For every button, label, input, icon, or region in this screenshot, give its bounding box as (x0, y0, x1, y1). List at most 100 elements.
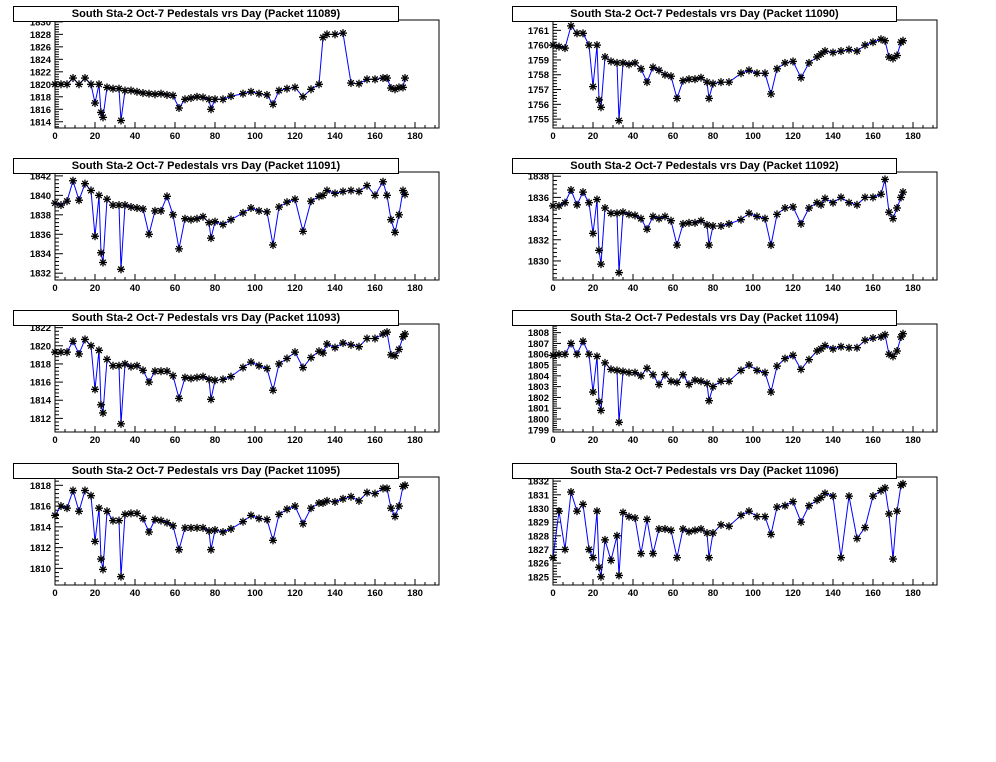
x-tick-label: 20 (90, 283, 101, 294)
data-point-marker (95, 191, 103, 200)
asterisk-stroke (619, 208, 627, 216)
data-point-marker (643, 515, 651, 524)
asterisk-stroke (315, 81, 323, 88)
asterisk-stroke (561, 546, 569, 553)
y-tick-label: 1802 (528, 393, 549, 404)
data-point-marker (649, 370, 657, 379)
y-tick-label: 1820 (30, 341, 51, 352)
panel-5: 0 20 40 60 80 100 120 140 160 180 1812 1814 1816 1818… (30, 323, 440, 446)
data-point-marker (821, 194, 829, 203)
data-point-marker (63, 80, 71, 89)
panel-title-11094: South Sta-2 Oct-7 Pedestals vrs Day (Pac… (512, 310, 897, 326)
data-point-marker (615, 116, 623, 125)
data-point-marker (219, 375, 227, 384)
data-point-marker (705, 94, 713, 103)
asterisk-stroke (829, 49, 837, 56)
asterisk-stroke (99, 114, 107, 121)
data-point-marker (753, 69, 761, 78)
data-point-marker (63, 197, 71, 206)
asterisk-stroke (869, 194, 877, 201)
asterisk-stroke (861, 336, 869, 344)
asterisk-stroke (789, 498, 797, 505)
asterisk-stroke (607, 557, 615, 564)
asterisk-stroke (181, 374, 189, 381)
asterisk-stroke (661, 371, 669, 379)
asterisk-stroke (275, 511, 283, 518)
asterisk-stroke (601, 53, 609, 61)
asterisk-stroke (211, 96, 219, 103)
data-point-marker (81, 335, 89, 344)
asterisk-stroke (679, 77, 687, 84)
data-point-marker (355, 187, 363, 196)
x-tick-label: 100 (247, 131, 263, 142)
asterisk-stroke (307, 86, 315, 93)
asterisk-stroke (593, 41, 601, 49)
x-tick-label: 60 (668, 131, 679, 142)
data-point-marker (619, 58, 627, 67)
data-point-marker (619, 367, 627, 376)
asterisk-stroke (399, 84, 407, 91)
asterisk-stroke (193, 93, 201, 101)
x-tick-label: 80 (708, 588, 719, 599)
x-tick-label: 180 (905, 131, 921, 142)
asterisk-stroke (69, 177, 77, 185)
asterisk-stroke (145, 90, 153, 97)
data-point-marker (175, 244, 183, 253)
data-point-marker (283, 198, 291, 207)
x-tick-label: 100 (745, 131, 761, 142)
x-tick-label: 120 (785, 588, 801, 599)
data-point-marker (805, 501, 813, 510)
data-point-marker (691, 526, 699, 535)
asterisk-stroke (781, 502, 789, 509)
asterisk-stroke (91, 386, 99, 393)
asterisk-stroke (371, 76, 379, 83)
asterisk-stroke (845, 492, 853, 500)
data-point-marker (263, 207, 271, 216)
asterisk-stroke (157, 90, 165, 97)
asterisk-stroke (57, 348, 65, 356)
x-tick-label: 0 (550, 588, 555, 599)
data-point-marker (697, 73, 705, 82)
data-point-marker (133, 87, 141, 96)
asterisk-stroke (667, 72, 675, 80)
asterisk-stroke (705, 397, 713, 404)
data-point-marker (585, 350, 593, 359)
asterisk-stroke (649, 64, 657, 71)
data-point-marker (121, 201, 129, 210)
asterisk-stroke (51, 512, 59, 519)
asterisk-stroke (589, 388, 597, 396)
data-point-marker (175, 545, 183, 554)
asterisk-stroke (227, 92, 235, 100)
asterisk-stroke (151, 207, 159, 215)
x-tick-label: 40 (628, 131, 639, 142)
asterisk-stroke (625, 513, 633, 520)
x-tick-label: 100 (247, 435, 263, 446)
asterisk-stroke (97, 555, 105, 563)
asterisk-stroke (205, 376, 213, 383)
asterisk-stroke (567, 186, 575, 194)
asterisk-stroke (797, 74, 805, 81)
asterisk-stroke (737, 512, 745, 519)
asterisk-stroke (631, 514, 639, 522)
data-point-marker (869, 38, 877, 47)
asterisk-stroke (567, 340, 575, 347)
asterisk-stroke (291, 502, 299, 510)
data-point-marker (861, 523, 869, 532)
data-point-marker (745, 361, 753, 370)
data-point-marker (63, 348, 71, 357)
panel-3: 0 20 40 60 80 100 120 140 160 180 1832 1834 1836 1838… (30, 171, 440, 294)
asterisk-stroke (383, 192, 391, 199)
data-point-marker (117, 116, 125, 125)
asterisk-stroke (655, 215, 663, 222)
data-point-marker (199, 93, 207, 102)
data-point-marker (87, 80, 95, 89)
asterisk-stroke (853, 201, 861, 209)
data-point-marker (63, 504, 71, 513)
data-point-marker (717, 377, 725, 386)
asterisk-stroke (589, 83, 597, 90)
x-tick-label: 140 (825, 131, 841, 142)
data-point-marker (673, 378, 681, 387)
data-point-marker (383, 191, 391, 200)
asterisk-stroke (371, 192, 379, 199)
asterisk-stroke (199, 373, 207, 380)
